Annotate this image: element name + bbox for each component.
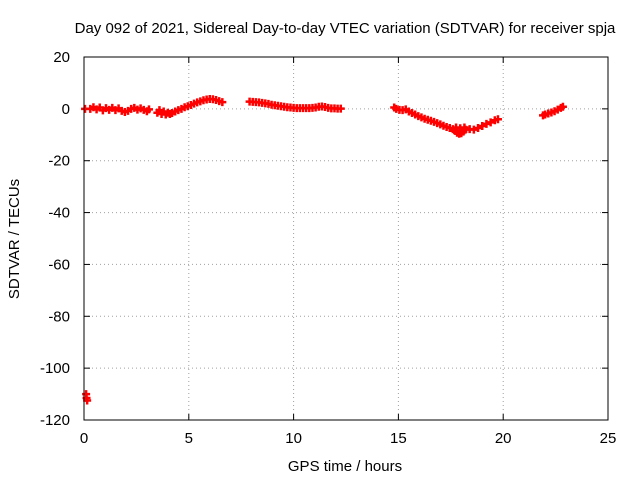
y-tick-label: -120	[40, 412, 70, 429]
x-tick-label: 10	[285, 430, 302, 447]
x-tick-label: 5	[185, 430, 193, 447]
x-tick-label: 0	[80, 430, 88, 447]
tick-labels: 0 5 10 15 20 25 20 0 -20 -40 -60 -80 -100 -120	[40, 49, 616, 447]
x-tick-label: 20	[495, 430, 512, 447]
data-point	[493, 115, 502, 124]
grid-lines	[84, 57, 608, 420]
y-tick-label: -100	[40, 360, 70, 377]
data-point	[474, 124, 483, 133]
data-point	[460, 123, 469, 132]
data-point	[144, 105, 153, 114]
y-tick-label: -60	[48, 256, 70, 273]
y-tick-label: -80	[48, 308, 70, 325]
x-tick-label: 25	[600, 430, 617, 447]
data-point	[218, 98, 227, 107]
y-axis-label: SDTVAR / TECUs	[6, 179, 23, 299]
y-tick-label: 20	[53, 49, 70, 66]
data-point	[558, 102, 567, 111]
y-tick-label: -20	[48, 153, 70, 170]
x-tick-label: 15	[390, 430, 407, 447]
x-axis-label: GPS time / hours	[288, 458, 402, 475]
data-point	[478, 121, 487, 130]
plot-frame	[83, 56, 609, 421]
data-point	[469, 125, 478, 134]
data-point	[336, 104, 345, 113]
chart-title: Day 092 of 2021, Sidereal Day-to-day VTE…	[75, 20, 616, 37]
data-point	[482, 119, 491, 128]
data-point	[486, 118, 495, 127]
y-tick-label: 0	[62, 101, 70, 118]
y-tick-label: -40	[48, 205, 70, 222]
data-series	[81, 95, 567, 405]
